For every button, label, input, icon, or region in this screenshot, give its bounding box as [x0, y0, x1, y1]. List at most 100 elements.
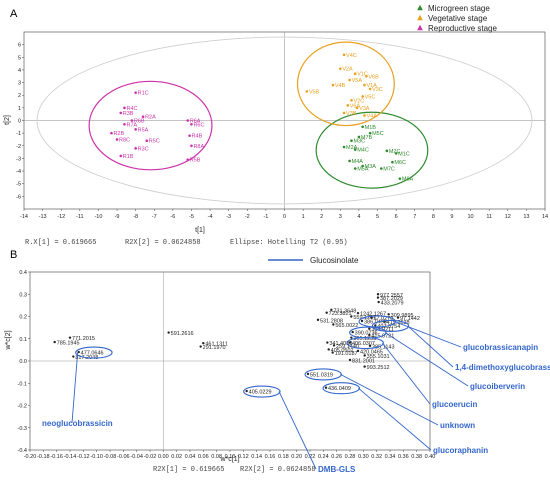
point-label-m4c: M4C — [357, 148, 369, 154]
loading-label-771-2015: 771.2015 — [72, 336, 95, 342]
point-label-r1b: R1B — [123, 154, 134, 160]
loading-771-2015 — [68, 336, 72, 339]
point-label-m3a: M3A — [365, 164, 377, 170]
loading-label-477-0646: 477.0646 — [81, 351, 104, 357]
point-label-r1c: R1C — [138, 91, 149, 97]
annotation-glucoraphanin: glucoraphanin — [433, 446, 488, 455]
loading-386-0490 — [360, 319, 364, 323]
arrow-neoglucobrassicin — [71, 352, 79, 424]
point-m6c — [391, 160, 394, 164]
point-r5a — [134, 128, 137, 131]
loading-309-9895 — [387, 313, 390, 316]
panel-a-label: A — [10, 8, 18, 20]
loading-405-0502 — [327, 348, 330, 351]
point-r8a — [190, 144, 193, 148]
point-label-m7b: M7B — [361, 135, 373, 141]
loading-label-531-2808: 531.2808 — [320, 318, 343, 324]
highlight-glucoerucin — [346, 336, 384, 350]
loading-436-0409 — [324, 386, 328, 389]
point-m7b — [357, 135, 361, 139]
y-tick-label-b: -0.1 — [18, 381, 27, 387]
loading-label-57-0270: 57.0270 — [373, 316, 393, 322]
highlight-neoglucobrassicin — [75, 346, 113, 359]
point-r3c — [134, 147, 137, 150]
loading-433-2079 — [377, 300, 380, 304]
point-r6c — [190, 122, 193, 126]
y-tick-label-a: 0 — [18, 119, 21, 125]
x-tick-label-a: -4 — [208, 214, 213, 220]
x-tick-label-a: 2 — [320, 214, 323, 220]
loading-label-565-0022: 565.0022 — [335, 323, 358, 329]
point-r1b — [119, 154, 123, 158]
x-tick-label-a: -6 — [170, 214, 175, 220]
loading-559-1267 — [350, 315, 353, 318]
point-label-v5c: V5C — [365, 94, 376, 100]
legend-marker-reproductive-stage — [417, 24, 423, 31]
point-label-m5a: M5A — [357, 167, 369, 173]
point-m5a — [353, 167, 357, 170]
point-label-r5b: R5B — [190, 158, 201, 164]
point-v1c — [353, 72, 357, 76]
legend-label-vegetative-stage: Vegetative stage — [428, 14, 488, 23]
point-label-v2c: V2C — [353, 98, 364, 104]
x-tick-label-b: 0.40 — [425, 454, 436, 460]
x-tick-label-a: 1 — [302, 214, 305, 220]
loading-993-2512 — [363, 365, 366, 368]
point-label-v2a: V2A — [342, 67, 353, 73]
point-label-r4b: R4B — [192, 134, 203, 140]
x-tick-label-b: 0.36 — [398, 454, 409, 460]
point-label-r2b: R2B — [113, 131, 124, 137]
x-tick-label-a: 14 — [542, 214, 548, 220]
loading-531-2808 — [316, 318, 320, 322]
loading-label-407-0754: 407.0754 — [377, 324, 400, 330]
point-v3c — [368, 87, 372, 91]
x-tick-label-a: 8 — [432, 214, 435, 220]
loading-785-1945 — [53, 340, 56, 344]
loading-291-1970 — [199, 345, 202, 348]
y-tick-label-b: -0.2 — [18, 404, 27, 410]
point-m1c — [394, 152, 398, 155]
loading-341-4088 — [326, 341, 329, 344]
x-tick-label-a: 11 — [486, 214, 492, 220]
loading-label-591-2616: 591.2616 — [171, 331, 194, 337]
footer-a-ellipse: Ellipse: Hotelling T2 (0.95) — [230, 239, 348, 247]
legend-b: Glucosinolate — [268, 256, 359, 265]
point-label-m2a: M2A — [346, 145, 358, 151]
loading-551-0319 — [306, 372, 310, 376]
point-label-v4c: V4C — [346, 53, 357, 59]
y-tick-label-a: 2 — [18, 93, 21, 99]
arrow-unknown — [340, 374, 439, 426]
x-axis-label-a: t[1] — [195, 227, 205, 234]
plot-b: -0.20 -0.18 -0.16 -0.14 -0.12 -0.10 -0.08 -0.06… — [18, 270, 550, 474]
vegetative-ellipse — [296, 41, 395, 127]
legend-label-microgreen-stage: Microgreen stage — [428, 4, 490, 13]
y-tick-label-b: 0.1 — [19, 337, 27, 343]
point-label-m7c: M7C — [383, 167, 395, 173]
loading-label-436-0409: 436.0409 — [328, 386, 351, 392]
point-m4c — [353, 148, 357, 151]
point-label-m1b: M1B — [365, 125, 377, 131]
point-label-v1c: V1C — [357, 72, 368, 78]
loading-label-355-1031: 355.1031 — [367, 354, 390, 360]
point-r2a — [141, 115, 145, 119]
highlight-1-4-dimethoxyglucobrassicin — [371, 319, 410, 332]
point-label-r2a: R2A — [145, 115, 156, 121]
x-tick-label-b: 0.34 — [385, 454, 396, 460]
point-label-v4b: V4B — [335, 83, 346, 89]
point-r4c — [123, 106, 126, 110]
y-tick-label-b: 0.4 — [19, 270, 27, 276]
loading-label-977-2557: 977.2557 — [380, 293, 403, 299]
loading-365-1235 — [350, 336, 353, 339]
x-tick-label-b: -0.16 — [50, 454, 63, 460]
x-tick-label-a: 5 — [376, 214, 379, 220]
y-axis-label-a: t[2] — [4, 115, 11, 125]
x-tick-label-b: 0.24 — [318, 454, 329, 460]
x-tick-label-b: 0.06 — [198, 454, 209, 460]
x-tick-label-a: -7 — [152, 214, 157, 220]
point-m7c — [379, 167, 383, 170]
x-tick-label-b: -0.12 — [77, 454, 90, 460]
footer-a-r2x1: R.X[1] = 0.619665 — [25, 239, 96, 247]
x-tick-label-a: 0 — [283, 214, 286, 220]
x-tick-label-b: 0.08 — [211, 454, 222, 460]
point-v4b — [331, 83, 335, 87]
